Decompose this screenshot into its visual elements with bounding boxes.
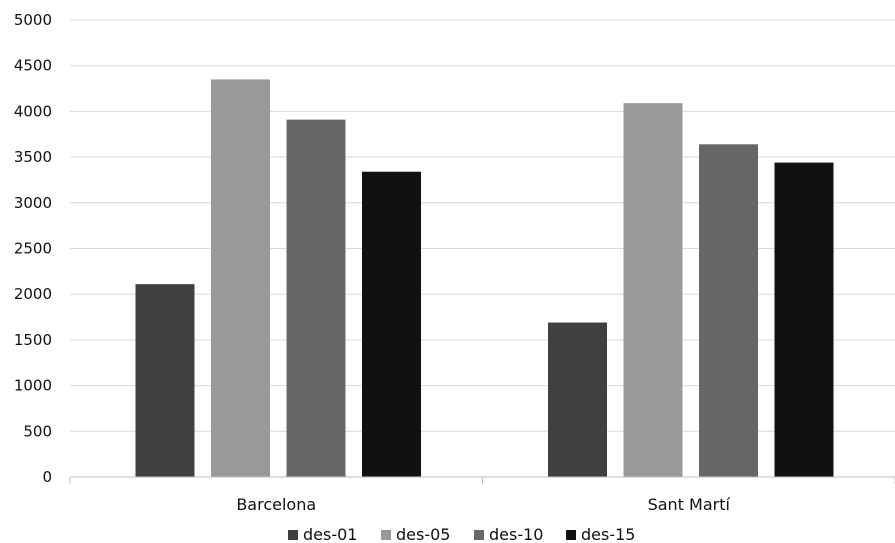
- legend-label: des-01: [303, 525, 357, 543]
- y-tick-label: 2000: [14, 285, 52, 303]
- y-tick-label: 1000: [14, 377, 52, 395]
- bar-des-01-1: [548, 322, 607, 477]
- y-axis-ticks: 0 500 1000 1500 2000 2500 3000 3500 4000 4500 5000: [14, 11, 52, 486]
- legend-label: des-15: [581, 525, 635, 543]
- y-tick-label: 3500: [14, 148, 52, 166]
- y-tick-label: 0: [42, 468, 52, 486]
- x-category-label: Barcelona: [236, 495, 316, 514]
- y-tick-label: 1500: [14, 331, 52, 349]
- legend-swatch-des-10: [474, 530, 484, 540]
- bar-des-05-0: [211, 79, 270, 477]
- legend: des-01 des-05 des-10 des-15: [288, 525, 635, 543]
- legend-swatch-des-05: [381, 530, 391, 540]
- legend-swatch-des-01: [288, 530, 298, 540]
- y-tick-label: 3000: [14, 194, 52, 212]
- bar-des-10-0: [286, 119, 346, 477]
- x-axis: Barcelona Sant Martí: [69, 476, 895, 514]
- bars: [135, 79, 834, 478]
- x-category-label: Sant Martí: [648, 495, 731, 514]
- bar-des-05-1: [623, 103, 683, 477]
- y-tick-label: 500: [23, 422, 52, 440]
- gridlines: [70, 19, 895, 432]
- legend-label: des-10: [489, 525, 543, 543]
- y-tick-label: 5000: [14, 11, 52, 29]
- y-tick-label: 4500: [14, 57, 52, 75]
- y-tick-label: 4000: [14, 102, 52, 120]
- bar-des-01-0: [135, 284, 195, 477]
- legend-label: des-05: [396, 525, 450, 543]
- bar-des-15-0: [362, 171, 421, 477]
- bar-des-10-1: [699, 144, 758, 477]
- bar-des-15-1: [774, 162, 834, 478]
- y-tick-label: 2500: [14, 240, 52, 258]
- legend-swatch-des-15: [566, 530, 576, 540]
